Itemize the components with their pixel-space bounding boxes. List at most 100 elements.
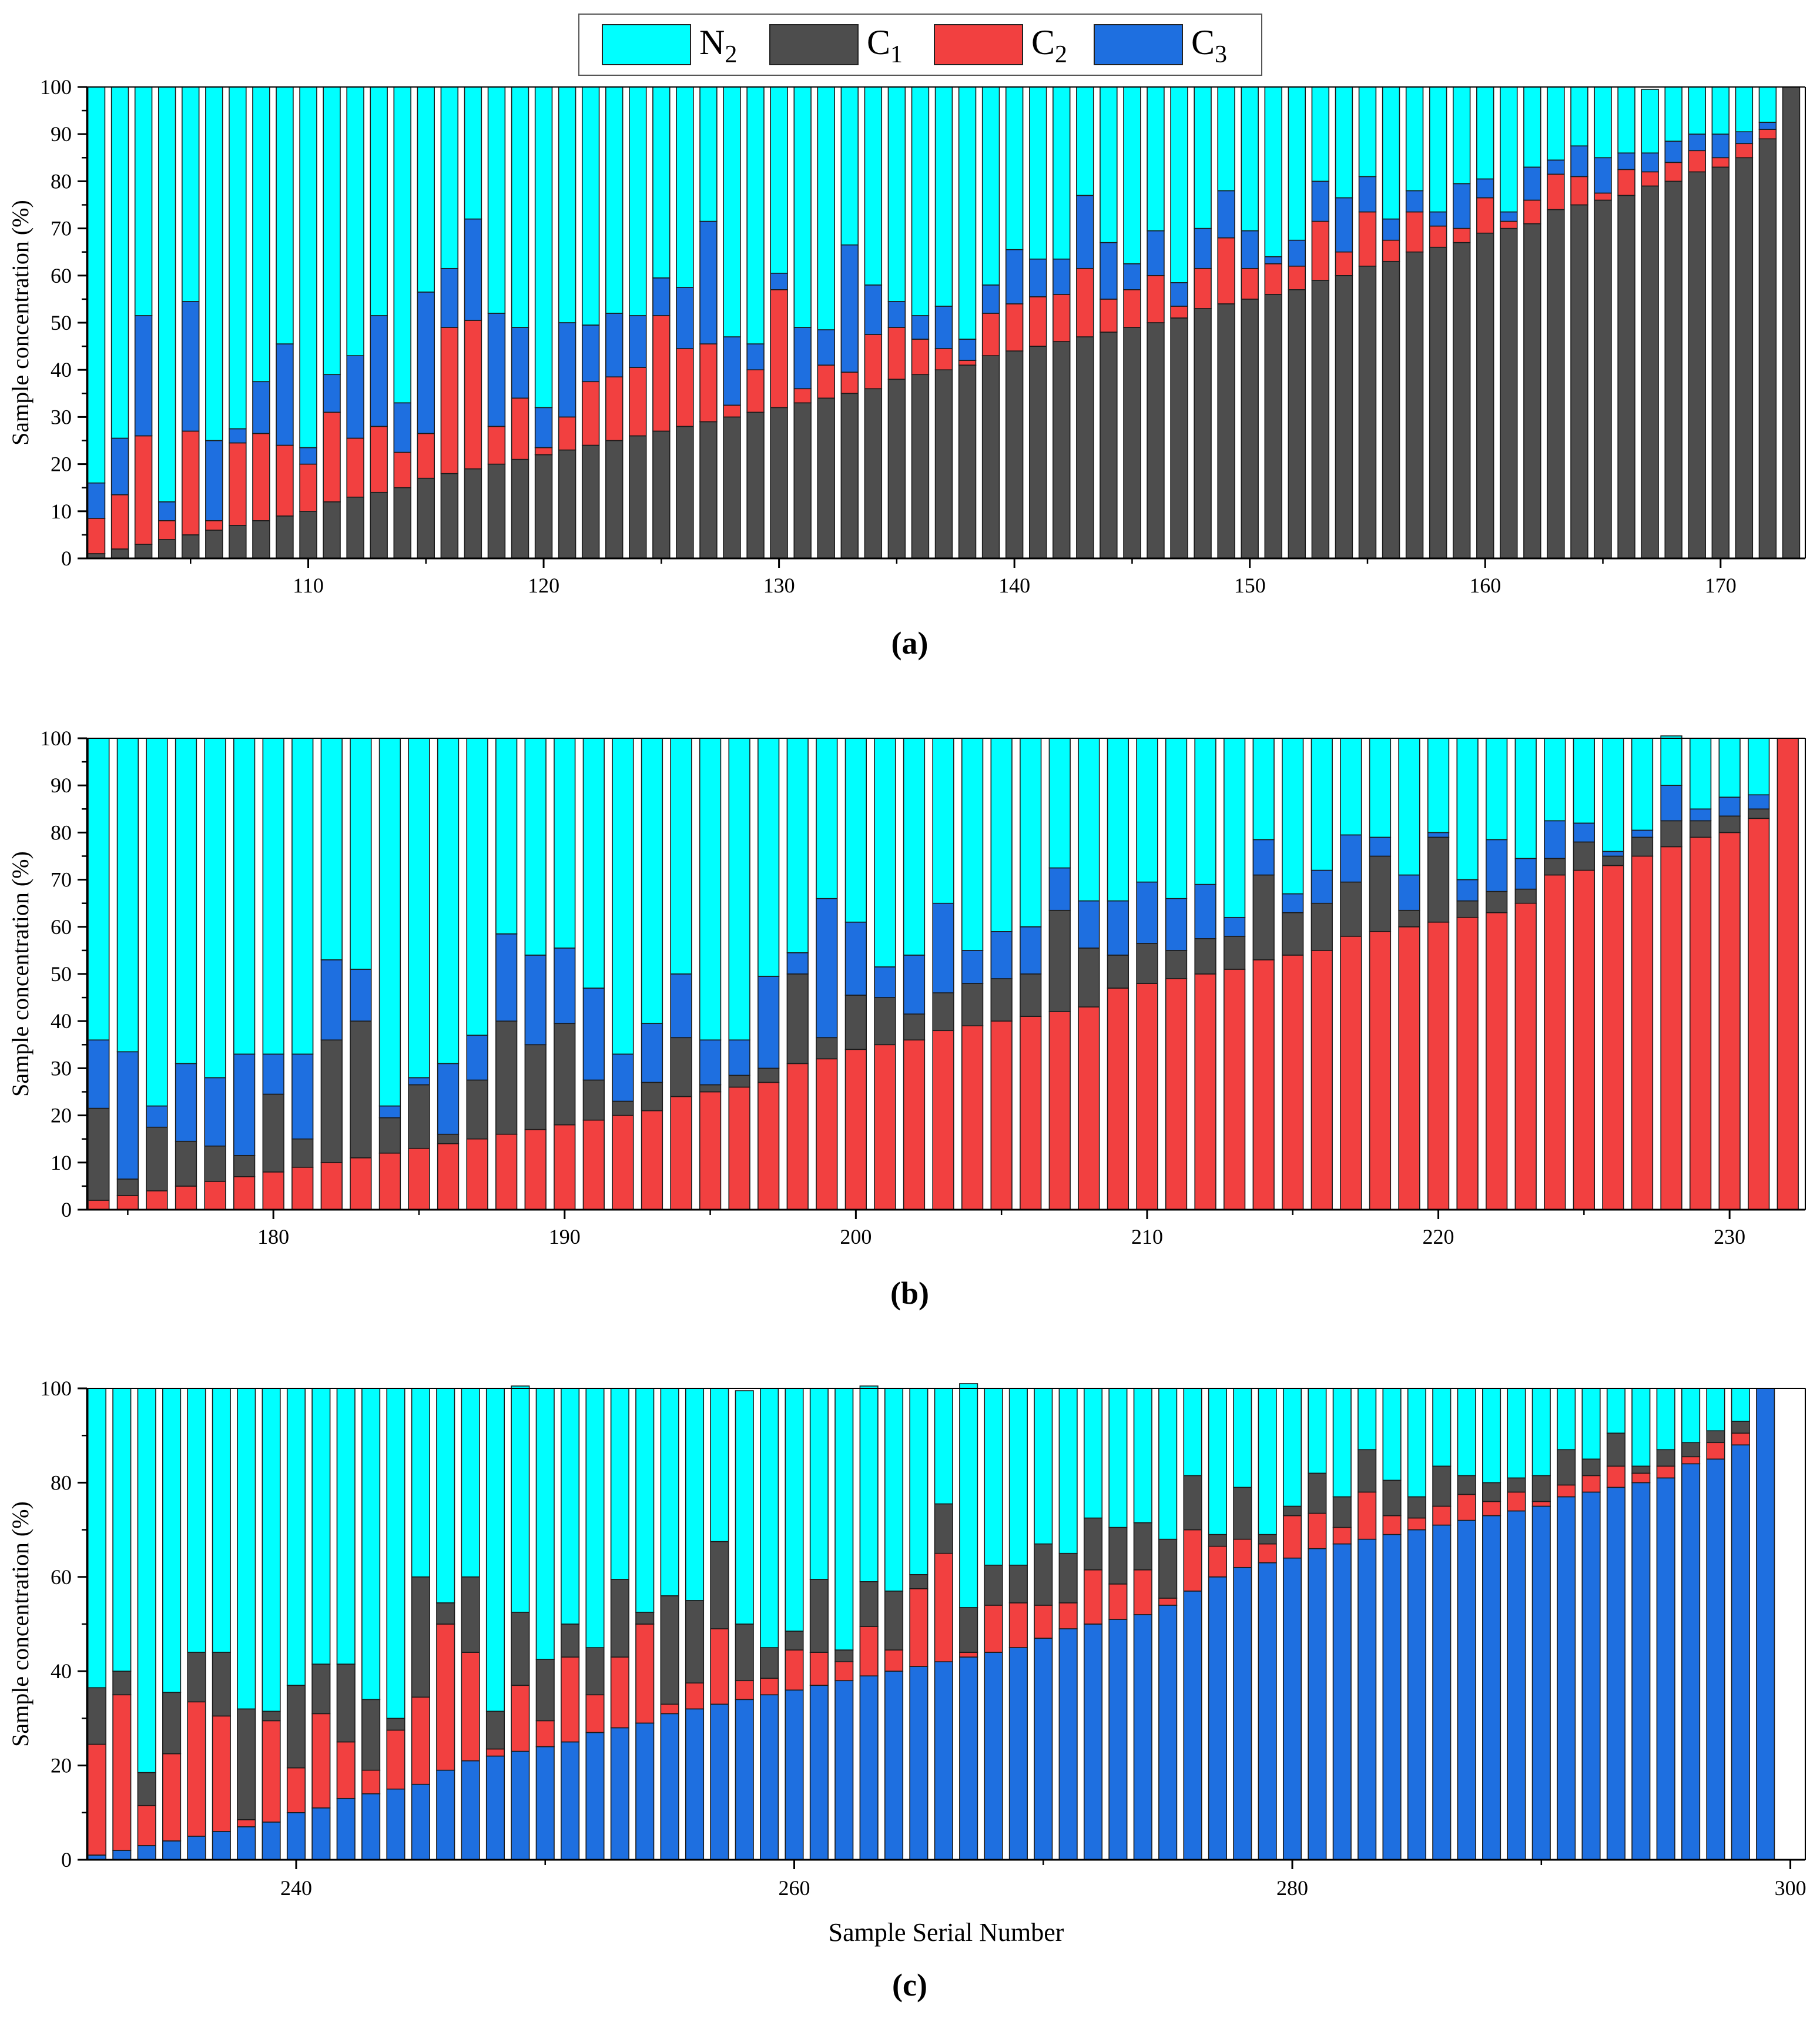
bar-n2-191 [582,738,605,989]
bar-n2-241 [311,1388,331,1665]
bar-n2-128 [723,86,741,337]
bar-c3-194 [670,973,692,1039]
bar-c3-260 [785,1689,804,1860]
bar-c2-220 [1427,921,1450,1210]
y-tick-label: 20 [51,1754,72,1777]
bar-c1-192 [612,1100,634,1116]
bar-c1-279 [1258,1534,1277,1545]
bar-c3-108 [252,381,270,434]
bar-c2-275 [1158,1598,1178,1606]
bar-c3-104 [157,501,176,521]
bar-c1-123 [605,440,624,559]
bar-n2-144 [1100,86,1118,243]
bar-c3-133 [840,244,859,373]
bar-n2-298 [1731,1388,1750,1422]
bar-c3-235 [162,1840,182,1860]
bar-n2-151 [1264,86,1282,257]
bar-c3-103 [134,315,153,437]
bar-c2-163 [1547,173,1565,210]
bar-n2-293 [1606,1388,1625,1434]
legend-swatch-c3 [1094,24,1183,65]
bar-n2-239 [262,1388,281,1712]
bar-c3-187 [466,1035,488,1081]
bar-c2-278 [1233,1538,1252,1568]
bar-n2-194 [670,738,692,975]
bar-n2-130 [770,86,788,274]
bar-n2-208 [1078,738,1100,902]
bar-n2-148 [1194,86,1212,229]
bar-c2-259 [760,1678,779,1696]
bar-c3-228 [1660,785,1682,822]
panel-label: (c) [892,1967,927,2003]
bar-c1-174 [88,1107,110,1201]
y-tick-label: 10 [51,1151,72,1174]
bar-n2-159 [1452,86,1471,185]
bar-c3-113 [370,315,388,427]
bar-c2-242 [336,1741,356,1799]
bar-c2-180 [262,1171,284,1210]
bar-c3-240 [286,1812,306,1860]
bar-c1-150 [1241,299,1259,559]
bar-c3-275 [1158,1605,1178,1860]
bar-c1-282 [1332,1496,1352,1528]
bar-c1-183 [350,1020,372,1159]
x-tick-label: 180 [257,1225,289,1248]
bar-c3-179 [233,1053,256,1156]
bar-c2-171 [1735,143,1754,159]
bar-c2-148 [1194,267,1212,309]
bar-c1-201 [874,997,896,1046]
bar-n2-215 [1282,738,1304,895]
bar-c3-204 [961,950,984,984]
y-tick-label: 40 [51,1659,72,1683]
bar-n2-284 [1382,1388,1402,1481]
bar-c2-273 [1108,1584,1128,1620]
bar-c3-149 [1217,190,1235,239]
bar-c2-102 [110,494,129,550]
bar-c1-296 [1681,1442,1701,1458]
bar-c3-205 [990,931,1013,979]
legend: N2 C1 C2 C3 [578,14,1262,76]
bar-n2-207 [1048,738,1071,869]
bar-c1-121 [558,449,576,559]
bar-c3-182 [320,959,343,1041]
bar-c1-204 [961,983,984,1027]
bar-c2-281 [1308,1512,1327,1549]
bar-c3-188 [495,933,518,1022]
bar-c1-136 [911,374,930,559]
bar-c3-270 [1034,1638,1053,1860]
bar-c2-129 [746,369,765,413]
bar-c2-141 [1028,296,1047,347]
bar-n2-160 [1476,86,1494,180]
y-tick-label: 80 [51,169,72,193]
bar-n2-203 [932,738,954,904]
bar-c2-145 [1123,289,1141,328]
bar-c3-172 [1758,122,1777,130]
bar-c3-233 [112,1850,132,1860]
bar-c1-125 [652,430,671,559]
bar-c2-212 [1194,973,1216,1210]
bar-c2-123 [605,376,624,441]
bar-n2-229 [1689,738,1712,810]
bar-c1-118 [487,463,506,559]
bar-c3-153 [1311,180,1330,222]
bar-c1-120 [534,454,553,559]
bar-c1-248 [485,1710,505,1750]
bar-c1-218 [1369,855,1392,932]
legend-swatch-c1 [769,24,859,65]
bar-c1-290 [1531,1475,1551,1502]
bar-n2-279 [1258,1388,1277,1535]
y-tick-label: 100 [40,75,72,99]
bar-n2-248 [485,1388,505,1712]
bar-c3-155 [1358,176,1377,213]
bar-n2-233 [112,1388,132,1672]
bar-c2-219 [1398,926,1420,1210]
bar-c2-266 [934,1552,953,1662]
bar-c2-169 [1688,150,1706,173]
bar-n2-212 [1194,738,1216,885]
bar-c2-174 [88,1200,110,1210]
bar-c2-167 [1641,171,1659,187]
x-tick-label: 280 [1276,1876,1308,1900]
panel-label: (a) [891,625,929,661]
bar-c1-186 [437,1133,460,1144]
bar-n2-163 [1547,86,1565,161]
